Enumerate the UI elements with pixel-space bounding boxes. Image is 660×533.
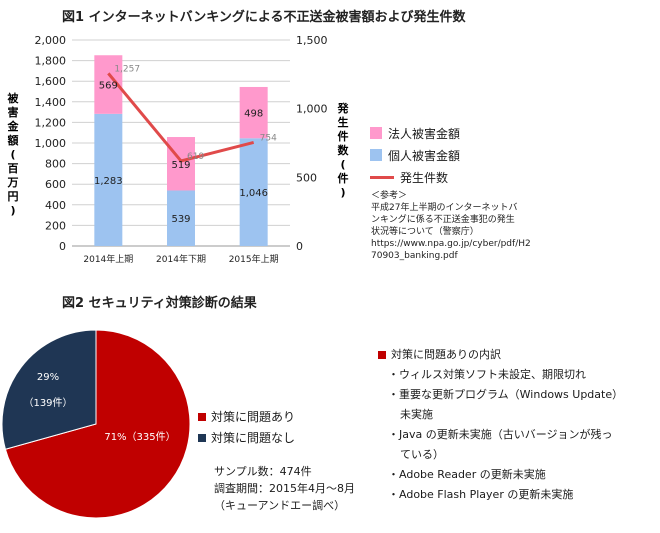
reference-line: ンキングに係る不正送金事犯の発生 xyxy=(371,215,515,225)
reference-note: ＜参考＞ 平成27年上半期のインターネットバ ンキングに係る不正送金事犯の発生 … xyxy=(371,190,551,262)
y-tick-label: 800 xyxy=(45,158,66,171)
left-axis-label: 被害金額(百万円) xyxy=(7,91,20,217)
y-tick-label: 400 xyxy=(45,199,66,212)
y-tick-label: 1,400 xyxy=(35,96,67,109)
reference-line: https://www.npa.go.jp/cyber/pdf/H2 xyxy=(371,239,531,249)
fig1-title: 図1 インターネットバンキングによる不正送金被害額および発生件数 xyxy=(62,10,466,25)
y-tick-label: 600 xyxy=(45,178,66,191)
list-item-continued: 未実施 xyxy=(400,408,433,421)
reference-line: 平成27年上半期のインターネットバ xyxy=(371,203,518,213)
y2-tick-label: 1,500 xyxy=(296,34,328,47)
legend-label-no-problem: 対策に問題なし xyxy=(211,431,296,445)
line-label: 1,257 xyxy=(114,64,140,74)
breakdown-title-text: 対策に問題ありの内訳 xyxy=(391,348,501,361)
list-item: ・重要な更新プログラム（Windows Update） xyxy=(388,388,624,401)
fig2-legend: 対策に問題あり 対策に問題なし xyxy=(198,406,295,448)
x-tick-label: 2014年下期 xyxy=(156,253,206,265)
line-label: 754 xyxy=(260,133,277,143)
legend-item-no-problem: 対策に問題なし xyxy=(198,427,295,448)
legend-item-individual: 個人被害金額 xyxy=(370,144,460,166)
legend-item-cases: 発生件数 xyxy=(370,166,460,188)
fig2-title: 図2 セキュリティ対策診断の結果 xyxy=(62,296,257,311)
y-tick-label: 1,000 xyxy=(35,137,67,150)
x-tick-label: 2015年上期 xyxy=(229,253,279,265)
breakdown-title: 対策に問題ありの内訳 xyxy=(378,345,658,365)
slice-label-problem: 71%（335件） xyxy=(104,431,175,443)
y-tick-label: 0 xyxy=(59,240,66,253)
corporate-swatch xyxy=(370,127,382,139)
slice-label-no-problem-count: （139件） xyxy=(23,397,72,409)
legend-item-corporate: 法人被害金額 xyxy=(370,122,460,144)
y-tick-label: 200 xyxy=(45,219,66,232)
x-tick-label: 2014年上期 xyxy=(83,253,133,265)
line-label: 619 xyxy=(187,152,204,162)
breakdown-bullet-icon xyxy=(378,351,386,359)
right-axis-label: 発生件数(件) xyxy=(337,101,350,199)
legend-label-problem: 対策に問題あり xyxy=(211,410,296,424)
breakdown-list: 対策に問題ありの内訳 ・ウィルス対策ソフト未設定、期限切れ ・重要な更新プログラ… xyxy=(378,345,658,505)
reference-line: 70903_banking.pdf xyxy=(371,251,458,261)
legend-label-corporate: 法人被害金額 xyxy=(388,126,461,141)
list-item-continued: ている） xyxy=(400,448,444,461)
individual-swatch xyxy=(370,149,382,161)
chart1: 0 200 400 600 800 1,000 1,200 1,400 1,600 1,800 2,… xyxy=(7,34,350,265)
legend-label-individual: 個人被害金額 xyxy=(388,148,461,163)
cases-swatch xyxy=(370,175,394,179)
bar-corporate xyxy=(167,137,195,191)
bar-individual xyxy=(94,113,123,246)
y-tick-label: 1,200 xyxy=(35,116,67,129)
cases-line xyxy=(107,72,255,163)
problem-swatch xyxy=(198,412,206,421)
y-tick-label: 2,000 xyxy=(35,34,67,47)
legend-item-problem: 対策に問題あり xyxy=(198,406,295,427)
sample-line: （キューアンドエー調べ） xyxy=(214,499,346,512)
no-problem-swatch xyxy=(198,433,206,442)
list-item: ・Adobe Reader の更新未実施 xyxy=(388,468,546,481)
bar-label-individual: 1,046 xyxy=(239,188,268,199)
chart2: 29% （139件） 71%（335件） xyxy=(1,329,191,519)
sample-line: 調査期間：2015年4月〜8月 xyxy=(214,482,355,495)
list-item: ・Java の更新未実施（古いバージョンが残っ xyxy=(388,428,613,441)
bar-corporate xyxy=(239,86,268,139)
pie-slice-no-problem xyxy=(1,329,97,450)
reference-heading: ＜参考＞ xyxy=(371,191,408,201)
bar-label-corporate: 519 xyxy=(171,160,190,171)
bar-label-individual: 1,283 xyxy=(94,176,123,187)
y-tick-label: 1,800 xyxy=(35,55,67,68)
y-tick-label: 1,600 xyxy=(35,75,67,88)
bar-label-individual: 539 xyxy=(171,214,190,225)
reference-line: 状況等について（警察庁） xyxy=(371,227,479,237)
bar-individual xyxy=(167,190,195,246)
bar-label-corporate: 498 xyxy=(244,109,263,120)
pie-slice-problem xyxy=(4,329,191,519)
sample-info: サンプル数：474件 調査期間：2015年4月〜8月 （キューアンドエー調べ） xyxy=(214,463,355,514)
y2-tick-label: 1,000 xyxy=(296,103,328,116)
legend-label-cases: 発生件数 xyxy=(400,170,449,185)
bar-label-corporate: 569 xyxy=(99,81,118,92)
list-item: ・ウィルス対策ソフト未設定、期限切れ xyxy=(388,368,586,381)
y2-tick-label: 500 xyxy=(296,171,317,184)
bar-individual xyxy=(239,138,268,246)
slice-label-no-problem-pct: 29% xyxy=(37,372,59,383)
list-item: ・Adobe Flash Player の更新未実施 xyxy=(388,488,574,501)
sample-line: サンプル数：474件 xyxy=(214,465,312,478)
fig1-legend: 法人被害金額 個人被害金額 発生件数 xyxy=(370,122,460,188)
y2-tick-label: 0 xyxy=(296,240,303,253)
